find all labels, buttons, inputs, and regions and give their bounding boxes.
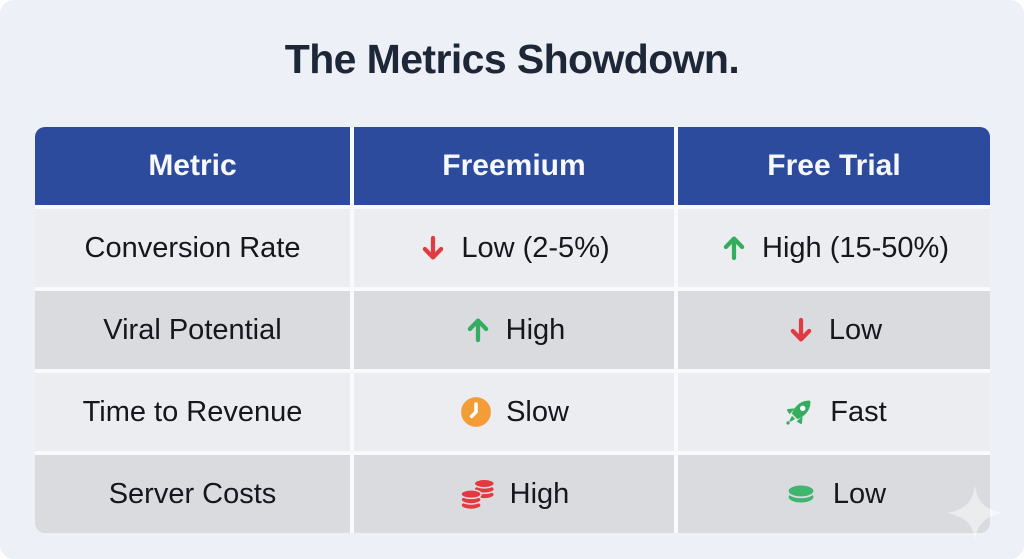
cell-value-text: High bbox=[505, 313, 566, 346]
column-header-free-trial: Free Trial bbox=[678, 127, 990, 205]
cell-value-text: Low bbox=[828, 313, 883, 346]
metric-label: Time to Revenue bbox=[35, 373, 350, 451]
table-cell-freemium-viral: High bbox=[354, 291, 674, 369]
table-cell-freemium-conversion: Low (2-5%) bbox=[354, 209, 674, 287]
sparkle-watermark-icon bbox=[947, 485, 1003, 541]
cell-value-text: Fast bbox=[830, 395, 887, 428]
arrow-up-icon bbox=[463, 314, 493, 346]
table-cell-freemium-costs: High bbox=[354, 455, 674, 533]
cell-value-text: High (15-50%) bbox=[762, 231, 949, 264]
metric-label: Conversion Rate bbox=[35, 209, 350, 287]
rocket-icon bbox=[781, 394, 817, 430]
cell-value-text: Low bbox=[832, 477, 887, 510]
table-cell-freetrial-viral: Low bbox=[678, 291, 990, 369]
arrow-down-icon bbox=[786, 314, 816, 346]
metric-label: Server Costs bbox=[35, 455, 350, 533]
arrow-down-icon bbox=[418, 232, 448, 264]
table-cell-freetrial-time: Fast bbox=[678, 373, 990, 451]
cell-value-text: Low (2-5%) bbox=[461, 231, 610, 264]
cell-value-text: High bbox=[509, 477, 570, 510]
column-header-metric: Metric bbox=[35, 127, 350, 205]
table-cell-freemium-time: Slow bbox=[354, 373, 674, 451]
cell-value-text: Slow bbox=[506, 395, 569, 428]
page-title: The Metrics Showdown. bbox=[284, 36, 740, 82]
arrow-up-icon bbox=[719, 232, 749, 264]
table-cell-freetrial-conversion: High (15-50%) bbox=[678, 209, 990, 287]
comparison-table: Metric Freemium Free Trial Conversion Ra… bbox=[35, 127, 990, 533]
coin-stack-icon bbox=[459, 477, 497, 511]
table-cell-freetrial-costs: Low bbox=[678, 455, 990, 533]
coin-icon bbox=[782, 481, 820, 507]
column-header-freemium: Freemium bbox=[354, 127, 674, 205]
metric-label: Viral Potential bbox=[35, 291, 350, 369]
clock-icon bbox=[459, 395, 493, 429]
